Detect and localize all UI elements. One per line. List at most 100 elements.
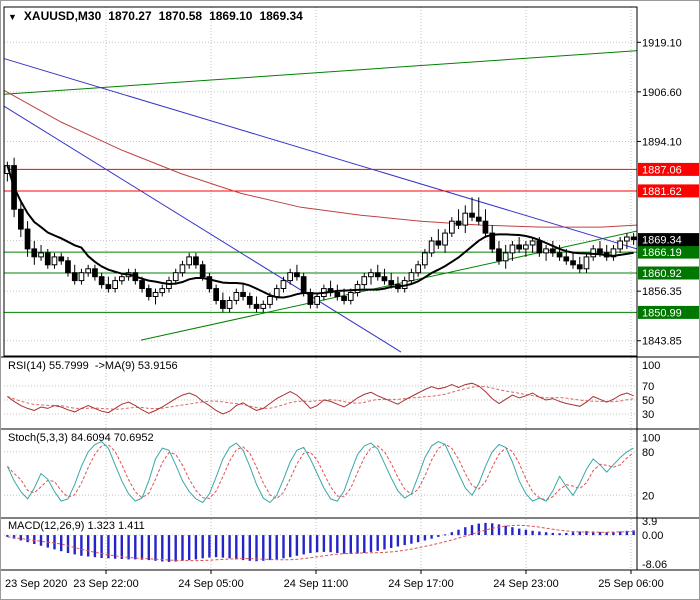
candle-body [597,248,603,254]
price-scale-label: 1843.85 [642,336,682,348]
macd-histogram-bar [396,535,400,547]
macd-histogram-bar [188,535,191,561]
candle-body [65,260,71,274]
blue-trendline[interactable] [3,58,638,250]
macd-histogram-bar [511,527,514,536]
candle-body [469,212,475,218]
candle-body [415,264,421,274]
macd-histogram-bar [66,535,70,553]
time-axis-label: 23 Sep 22:00 [73,578,138,590]
candle-body [233,292,240,301]
macd-histogram-bar [598,531,602,536]
rsi-scale-label: 50 [642,395,654,407]
fast-ma-line [6,165,634,299]
macd-histogram-bar [302,535,305,555]
candle-body [462,212,469,226]
ohlc-high: 1870.58 [158,9,203,23]
macd-histogram-bar [53,535,56,550]
rsi-scale-label: 30 [642,409,654,421]
candle-body [273,288,280,298]
macd-histogram-bar [161,535,164,562]
macd-histogram-bar [484,522,487,535]
macd-histogram-bar [107,535,110,559]
candle-body [44,252,51,266]
macd-histogram-bar [524,529,528,536]
candle-body [341,296,347,301]
macd-histogram-bar [113,535,117,559]
candle-body [374,272,381,278]
time-axis-label: 23 Sep 2020 [5,578,67,590]
candle-body [422,252,428,266]
ohlc-low: 1869.10 [209,9,253,23]
bid-price-box [638,233,699,247]
macd-histogram-bar [349,535,352,554]
candle-body [496,248,502,262]
macd-histogram-bar [477,523,480,535]
macd-histogram-bar [390,535,393,548]
candle-body [119,276,125,282]
price-scale-label: 1894.10 [642,136,682,148]
macd-histogram-bar [356,535,359,554]
macd-histogram-bar [93,535,97,558]
candle-body [294,272,300,278]
macd-histogram-bar [315,535,319,553]
green-trendline[interactable] [3,50,638,95]
slow-ma-line [3,89,638,228]
macd-histogram-bar [181,535,184,561]
red-level-box [638,184,699,198]
candle-body [442,232,448,246]
macd-histogram-bar [565,532,568,535]
stoch-k-line [6,441,634,504]
candle-body [347,292,354,301]
blue-trendline[interactable] [3,105,402,353]
candle-body [213,288,220,302]
candle-body [576,264,583,270]
macd-histogram-bar [26,535,29,543]
price-scale-label: 1856.35 [642,286,682,298]
candle-body [18,208,24,230]
macd-histogram-bar [605,532,608,536]
macd-histogram-bar [235,535,238,560]
macd-histogram-bar [127,535,130,560]
symbol-dropdown-icon[interactable]: ▼ [8,12,17,22]
candle-body [246,296,253,305]
macd-histogram-bar [369,535,373,552]
macd-histogram-bar [214,535,218,558]
candle-body [502,252,509,262]
macd-histogram-bar [6,535,9,537]
time-axis-label: 24 Sep 11:00 [284,578,349,590]
macd-histogram-bar [450,532,453,536]
macd-histogram-bar [255,535,258,562]
candle-body [92,268,98,278]
candle-body [556,252,563,258]
candle-body [455,220,462,226]
macd-histogram-bar [470,525,474,536]
candle-body [624,236,630,242]
macd-histogram-bar [39,535,43,546]
candle-body [287,272,293,282]
candle-body [368,272,374,278]
macd-histogram-bar [592,531,595,536]
macd-histogram-bar [194,535,198,560]
price-scale-label: 1906.60 [642,87,682,99]
macd-histogram-bar [544,532,548,536]
candle-body [112,280,119,290]
macd-scale-label: 0.00 [642,530,663,542]
macd-scale-label: -8.06 [642,559,667,571]
candle-body [58,256,65,262]
macd-histogram-bar [241,535,245,561]
candle-body [550,248,556,254]
macd-histogram-bar [282,535,285,559]
macd-histogram-bar [612,531,615,536]
candle-body [314,296,320,305]
macd-histogram-bar [275,535,278,560]
stoch-scale-label: 80 [642,447,654,459]
candle-body [193,256,199,266]
rsi-scale-label: 100 [642,360,660,372]
macd-histogram-bar [87,535,90,557]
macd-histogram-bar [531,530,534,536]
candle-body [240,292,246,297]
candle-body [98,276,105,286]
